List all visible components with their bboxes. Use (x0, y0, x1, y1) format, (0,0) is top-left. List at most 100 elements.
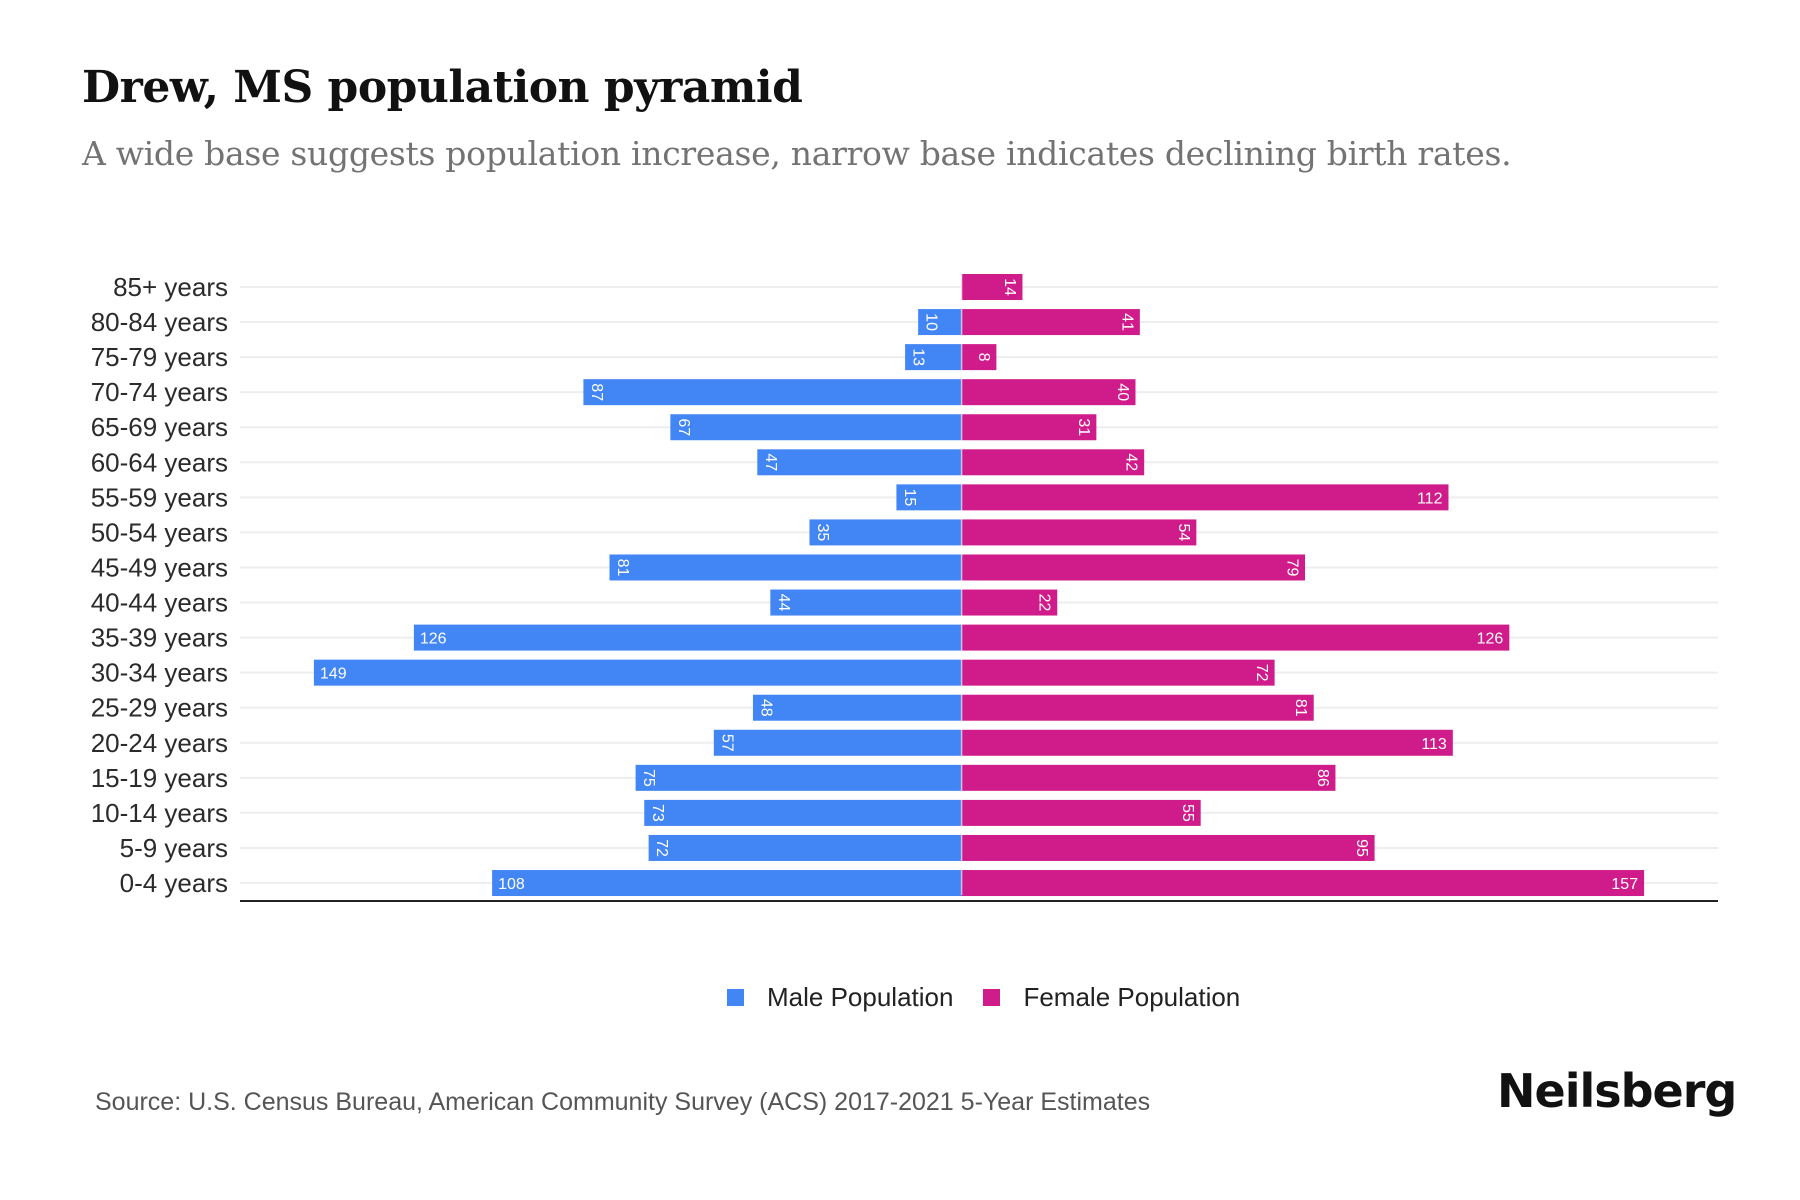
y-tick-label: 65-69 years (91, 412, 228, 442)
y-tick-label: 15-19 years (91, 763, 228, 793)
legend-item-male[interactable]: Male Population (727, 982, 953, 1013)
bar-male[interactable] (313, 659, 962, 686)
y-tick-label: 55-59 years (91, 482, 228, 512)
gridlines (240, 286, 1718, 885)
data-label-female: 55 (1179, 804, 1196, 822)
legend: Male Population Female Population (727, 982, 1270, 1013)
y-tick-label: 50-54 years (91, 517, 228, 547)
bar-male[interactable] (905, 344, 962, 371)
bar-male[interactable] (918, 309, 962, 336)
data-label-male: 126 (420, 631, 447, 648)
bar-female[interactable] (961, 659, 1275, 686)
data-label-female: 14 (1001, 278, 1018, 296)
bar-female[interactable] (961, 694, 1314, 721)
y-axis-labels: 85+ years 80-84 years 75-79 years 70-74 yea… (91, 272, 228, 898)
bar-male[interactable] (609, 554, 962, 581)
data-label-female: 95 (1353, 839, 1370, 857)
y-tick-label: 0-4 years (120, 868, 228, 898)
bar-male[interactable] (752, 694, 962, 721)
data-label-male: 81 (614, 559, 631, 577)
male-swatch-icon (727, 989, 744, 1006)
bar-male[interactable] (670, 414, 962, 441)
bar-female[interactable] (961, 449, 1145, 476)
chart-title: Drew, MS population pyramid (82, 62, 803, 113)
data-label-male: 47 (762, 453, 779, 471)
bars (313, 274, 1645, 897)
data-label-male: 108 (498, 876, 525, 893)
y-tick-label: 70-74 years (91, 377, 228, 407)
data-label-male: 72 (653, 839, 670, 857)
brand-logo: Neilsberg (1497, 1064, 1737, 1118)
bar-male[interactable] (757, 449, 962, 476)
data-label-female: 8 (975, 353, 992, 362)
data-label-female: 31 (1075, 418, 1092, 436)
bar-female[interactable] (961, 379, 1136, 406)
source-note: Source: U.S. Census Bureau, American Com… (95, 1088, 1151, 1116)
legend-label-male: Male Population (767, 982, 954, 1012)
data-label-female: 113 (1421, 736, 1447, 753)
bar-female[interactable] (961, 274, 1023, 300)
y-tick-label: 75-79 years (91, 342, 228, 372)
data-label-male: 149 (320, 666, 347, 683)
bar-male[interactable] (492, 870, 962, 897)
bar-male[interactable] (896, 484, 962, 511)
chart-subtitle: A wide base suggests population increase… (82, 134, 1512, 173)
y-tick-label: 40-44 years (91, 588, 228, 618)
data-label-female: 22 (1036, 594, 1053, 612)
y-tick-label: 85+ years (113, 272, 228, 302)
data-label-male: 57 (718, 734, 735, 752)
data-label-female: 41 (1118, 313, 1135, 331)
y-tick-label: 20-24 years (91, 728, 228, 758)
data-label-female: 79 (1284, 559, 1301, 577)
legend-item-female[interactable]: Female Population (983, 982, 1240, 1013)
data-labels: 14 10 41 13 8 87 40 67 31 47 42 15 112 35 54 81 79 44 22 12… (320, 278, 1638, 893)
bar-male[interactable] (809, 519, 962, 546)
bar-male[interactable] (635, 764, 962, 791)
female-swatch-icon (983, 989, 1001, 1006)
bar-female[interactable] (961, 729, 1453, 756)
data-label-male: 10 (923, 313, 940, 331)
y-tick-label: 45-49 years (91, 552, 228, 582)
bar-female[interactable] (961, 519, 1197, 546)
data-label-female: 42 (1123, 453, 1140, 471)
bar-male[interactable] (770, 589, 962, 616)
bar-female[interactable] (961, 870, 1645, 897)
y-tick-label: 10-14 years (91, 798, 228, 828)
bar-female[interactable] (961, 764, 1336, 791)
y-tick-label: 25-29 years (91, 693, 228, 723)
y-tick-label: 35-39 years (91, 623, 228, 653)
data-label-female: 72 (1253, 664, 1270, 682)
data-label-male: 44 (775, 594, 792, 612)
data-label-female: 86 (1314, 769, 1331, 787)
data-label-female: 157 (1611, 876, 1638, 893)
legend-label-female: Female Population (1023, 982, 1241, 1012)
data-label-female: 40 (1114, 383, 1131, 401)
y-tick-label: 5-9 years (120, 833, 228, 863)
y-tick-label: 60-64 years (91, 447, 228, 477)
bar-female[interactable] (961, 414, 1097, 441)
data-label-male: 75 (640, 769, 657, 787)
data-label-male: 67 (675, 418, 692, 436)
bar-male[interactable] (413, 624, 962, 651)
data-label-female: 112 (1417, 490, 1443, 507)
bar-male[interactable] (583, 379, 962, 406)
bar-female[interactable] (961, 344, 997, 371)
bar-female[interactable] (961, 589, 1058, 616)
bar-male[interactable] (713, 729, 962, 756)
bar-female[interactable] (961, 834, 1375, 861)
y-tick-label: 30-34 years (91, 658, 228, 688)
bar-male[interactable] (644, 799, 962, 826)
data-label-female: 126 (1477, 631, 1504, 648)
data-label-male: 13 (910, 348, 927, 366)
bar-female[interactable] (961, 799, 1201, 826)
bar-male[interactable] (648, 834, 962, 861)
data-label-male: 15 (901, 488, 918, 506)
bar-female[interactable] (961, 554, 1306, 581)
bar-female[interactable] (961, 484, 1449, 511)
bar-female[interactable] (961, 309, 1140, 336)
bar-female[interactable] (961, 624, 1510, 651)
data-label-male: 73 (649, 804, 666, 822)
data-label-male: 35 (814, 524, 831, 542)
data-label-male: 48 (757, 699, 774, 717)
